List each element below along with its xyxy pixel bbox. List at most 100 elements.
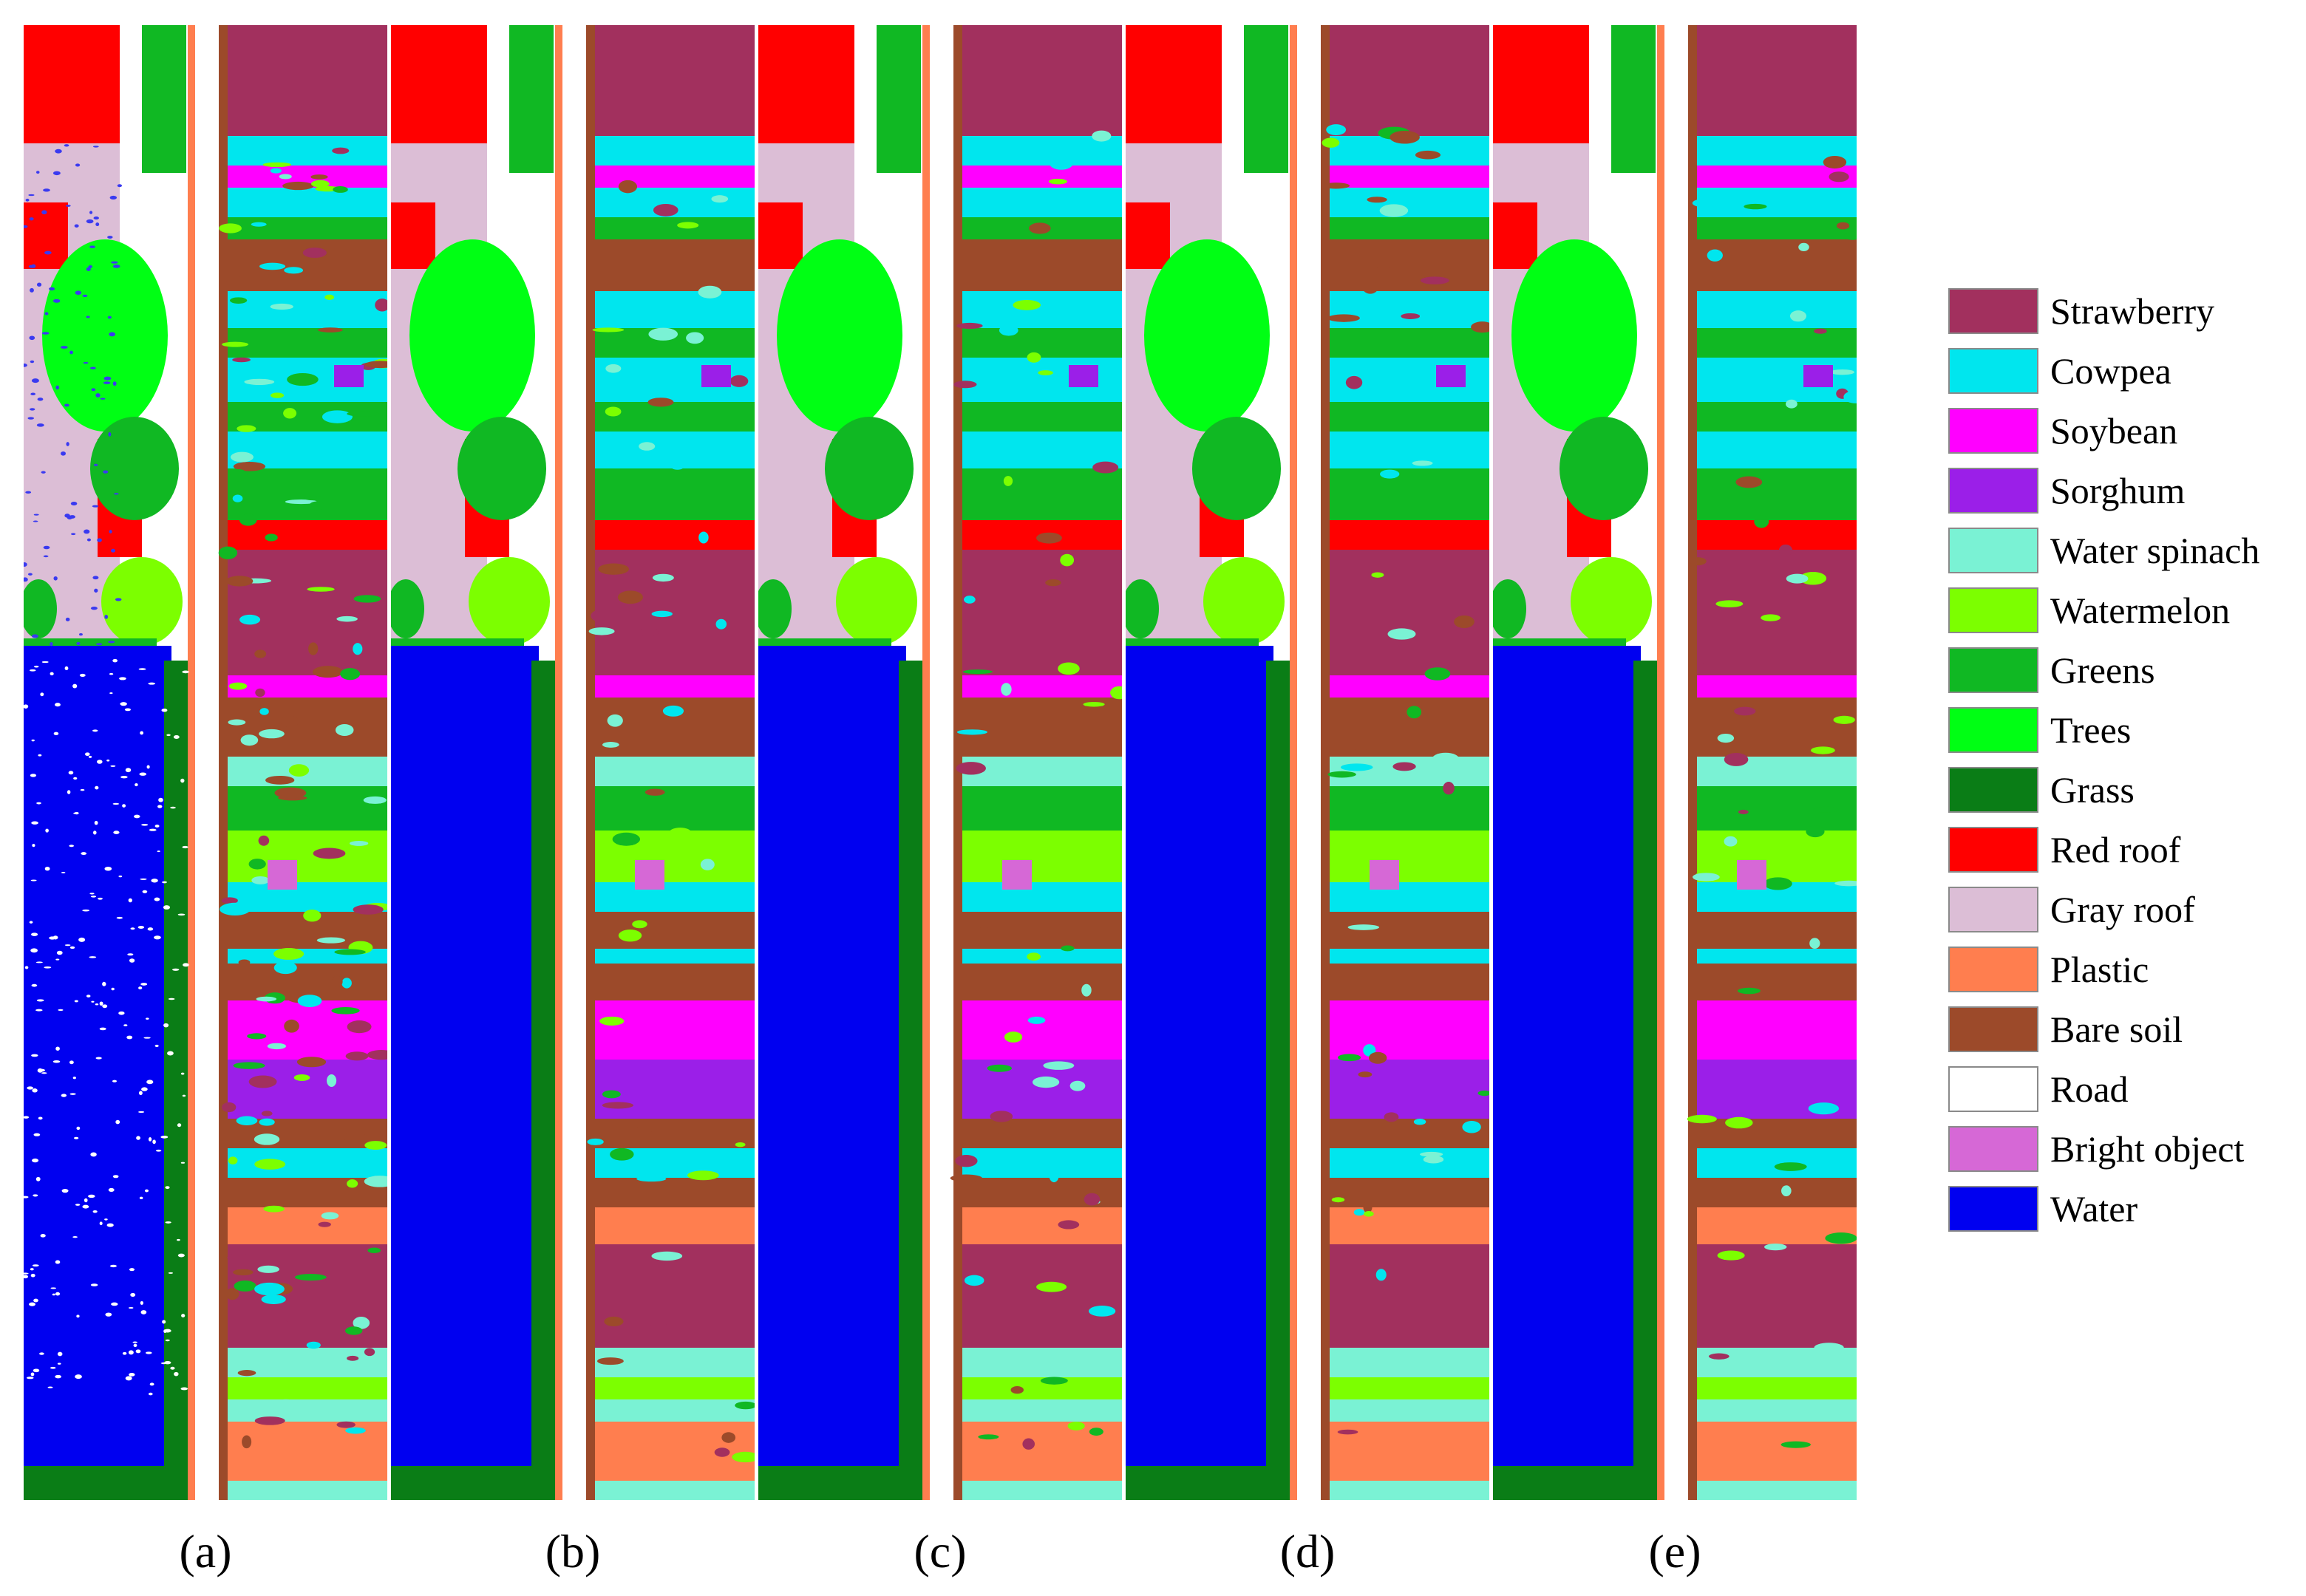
noise <box>70 501 78 506</box>
speckle <box>669 828 692 837</box>
noise <box>122 1351 127 1355</box>
noise <box>95 393 101 398</box>
speckle <box>222 341 249 347</box>
speckle <box>221 897 238 904</box>
speckle <box>1048 178 1067 185</box>
noise <box>44 250 52 255</box>
legend-swatch <box>1948 288 2038 334</box>
speckle <box>1384 1112 1399 1122</box>
noise <box>24 562 27 567</box>
noise <box>90 1152 97 1157</box>
speckle <box>638 627 659 637</box>
speckle <box>1355 748 1367 756</box>
speckle <box>1717 733 1735 743</box>
noise <box>92 831 97 835</box>
road-region <box>1297 25 1321 1500</box>
noise <box>38 1116 43 1120</box>
noise <box>142 890 148 893</box>
field-strip <box>595 949 755 964</box>
speckle <box>273 1399 299 1408</box>
noise <box>27 573 33 576</box>
speckle <box>1829 648 1850 655</box>
speckle <box>367 1247 381 1253</box>
map-panel-c <box>758 25 1122 1500</box>
field-strip <box>228 786 387 831</box>
speckle <box>345 1427 366 1434</box>
trees-region <box>1144 239 1270 432</box>
noise <box>86 316 90 318</box>
speckle <box>294 1274 327 1281</box>
noise <box>41 661 49 664</box>
speckle <box>1798 242 1809 252</box>
speckle <box>1813 806 1839 813</box>
speckle <box>332 147 350 154</box>
noise <box>130 927 135 930</box>
speckle <box>1754 515 1769 528</box>
noise <box>27 1086 34 1090</box>
noise <box>69 845 75 848</box>
speckle <box>333 186 348 193</box>
noise <box>138 986 143 990</box>
speckle <box>602 1102 634 1109</box>
noise <box>97 760 103 764</box>
speckle <box>1763 877 1792 890</box>
noise <box>163 1023 169 1028</box>
field-strip <box>1330 402 1489 432</box>
legend-swatch <box>1948 468 2038 514</box>
speckle <box>1088 1306 1116 1317</box>
noise <box>138 1111 145 1114</box>
noise <box>115 598 122 601</box>
speckle <box>1413 1119 1426 1125</box>
noise <box>109 672 114 675</box>
noise <box>71 533 76 536</box>
speckle <box>230 297 248 304</box>
field-strip <box>228 188 387 217</box>
field-strip <box>1330 675 1489 698</box>
speckle <box>254 1282 285 1296</box>
sorghum-region <box>1803 365 1833 387</box>
field-strip <box>595 882 755 912</box>
speckle <box>999 324 1018 336</box>
speckle <box>347 1355 359 1361</box>
water-region <box>1126 646 1273 1466</box>
speckle <box>1380 469 1400 479</box>
speckle <box>1327 314 1360 322</box>
noise <box>88 1194 95 1198</box>
speckle <box>282 1310 307 1323</box>
speckle <box>364 1176 387 1187</box>
speckle <box>1322 183 1350 189</box>
noise <box>64 403 69 407</box>
speckle <box>1322 137 1340 148</box>
field-strip <box>1697 239 1857 291</box>
noise <box>165 1186 170 1190</box>
speckle <box>340 668 361 681</box>
speckle <box>331 1006 360 1014</box>
noise <box>55 1046 60 1051</box>
field-strip <box>595 166 755 188</box>
noise <box>52 171 61 176</box>
speckle <box>228 682 248 690</box>
speckle <box>310 174 328 180</box>
noise <box>30 948 38 953</box>
field-strip <box>228 136 387 166</box>
noise <box>125 768 132 773</box>
noise <box>74 811 79 815</box>
noise <box>122 804 126 808</box>
speckle <box>1373 266 1393 276</box>
noise <box>30 774 37 777</box>
legend-swatch <box>1948 947 2038 992</box>
noise <box>56 950 63 955</box>
speckle <box>324 294 334 300</box>
speckle <box>677 222 699 229</box>
noise <box>30 1268 34 1271</box>
speckle <box>225 576 254 587</box>
grass-region <box>24 1466 201 1500</box>
caption-a: (a) <box>179 1525 232 1578</box>
sorghum-region <box>334 365 364 387</box>
field-strip <box>595 1000 755 1060</box>
speckle <box>598 563 630 575</box>
sorghum-region <box>701 365 731 387</box>
noise <box>104 1218 108 1221</box>
field-strip <box>1697 912 1857 949</box>
noise <box>182 1094 186 1097</box>
